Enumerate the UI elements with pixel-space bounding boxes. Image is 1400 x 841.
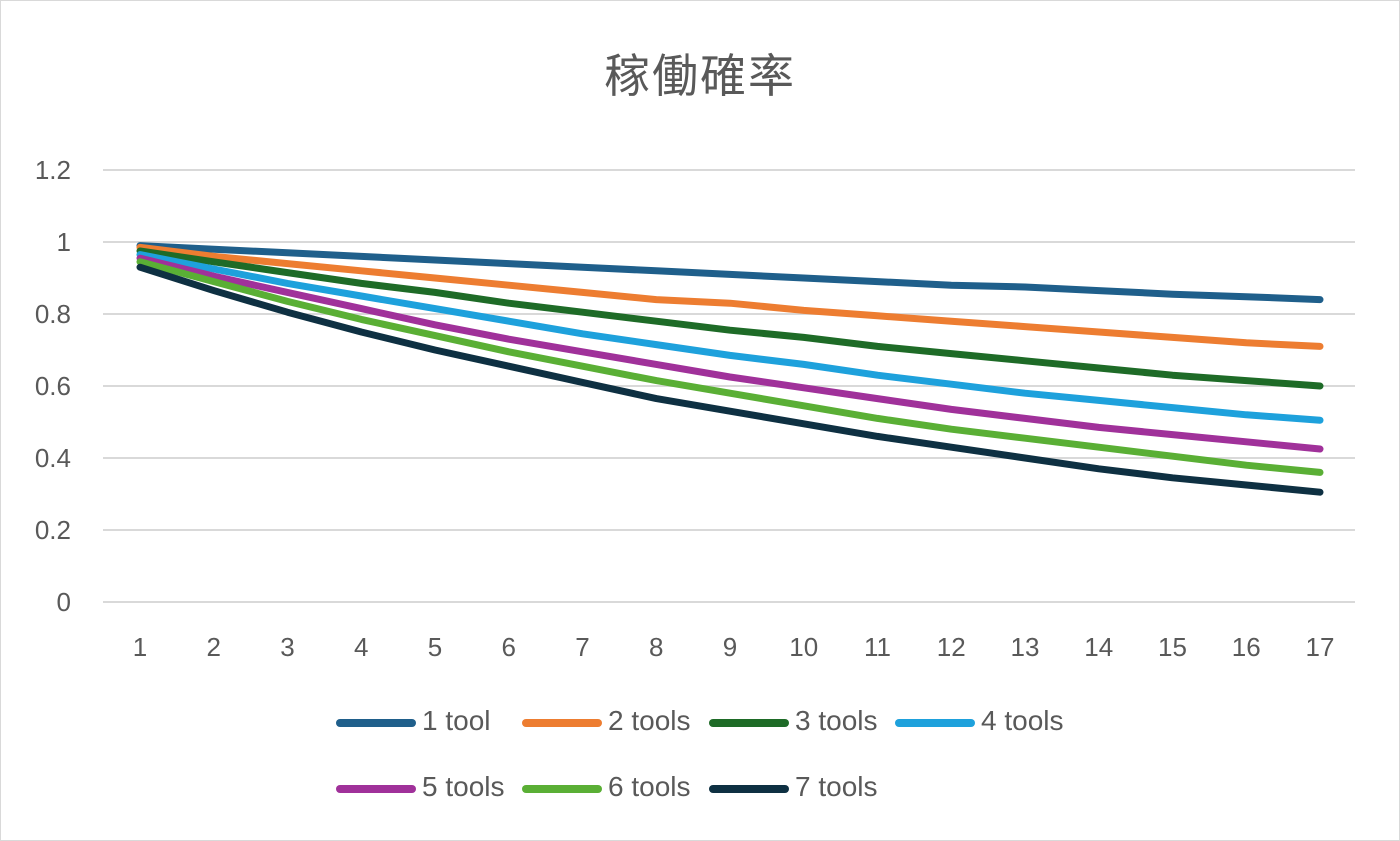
plot-area: 00.20.40.60.811.2 1 2 3 4 5 6 7 8 9 10 11 12 13 14 15 1…	[35, 155, 1355, 662]
legend-label: 5 tools	[422, 771, 505, 802]
y-tick-label: 1.2	[35, 155, 71, 185]
x-tick-label: 15	[1158, 632, 1187, 662]
y-tick-label: 1	[57, 227, 71, 257]
x-tick-label: 2	[207, 632, 221, 662]
x-tick-label: 3	[280, 632, 294, 662]
legend-row-1: 1 tool 2 tools 3 tools 4 tools	[0, 703, 1400, 743]
x-tick-label: 13	[1011, 632, 1040, 662]
series-line-6	[136, 258, 1324, 476]
x-tick-label: 16	[1232, 632, 1261, 662]
x-axis: 1 2 3 4 5 6 7 8 9 10 11 12 13 14 15 16 17	[133, 632, 1335, 662]
legend-swatch	[522, 719, 602, 727]
series-line-3	[136, 247, 1324, 390]
y-tick-label: 0.2	[35, 515, 71, 545]
x-tick-label: 17	[1306, 632, 1335, 662]
legend-label: 2 tools	[608, 705, 691, 736]
legend-swatch	[709, 719, 789, 727]
x-tick-label: 4	[354, 632, 368, 662]
y-tick-label: 0.4	[35, 443, 71, 473]
x-tick-label: 8	[649, 632, 663, 662]
y-tick-label: 0.6	[35, 371, 71, 401]
chart-title: 稼働確率	[604, 49, 796, 103]
legend-label: 7 tools	[795, 771, 878, 802]
x-tick-label: 1	[133, 632, 147, 662]
legend-swatch	[895, 719, 975, 727]
series-line-7	[136, 263, 1324, 496]
series-line-4	[136, 251, 1324, 424]
series-lines	[136, 242, 1324, 496]
y-tick-label: 0	[57, 587, 71, 617]
y-tick-label: 0.8	[35, 299, 71, 329]
y-axis: 0 0.2 0.4 0.6 0.8 1 1.2	[35, 155, 71, 617]
x-tick-label: 11	[864, 632, 891, 662]
x-tick-label: 6	[502, 632, 516, 662]
legend-label: 6 tools	[608, 771, 691, 802]
legend-swatch	[709, 785, 789, 793]
x-tick-label: 12	[937, 632, 966, 662]
legend-label: 3 tools	[795, 705, 878, 736]
legend-swatch	[522, 785, 602, 793]
x-tick-label: 5	[428, 632, 442, 662]
legend-swatch	[336, 785, 416, 793]
legend-label: 4 tools	[981, 705, 1064, 736]
x-tick-label: 14	[1084, 632, 1113, 662]
gridlines	[103, 169, 1355, 603]
x-tick-label: 10	[789, 632, 818, 662]
x-tick-label: 9	[723, 632, 737, 662]
series-line-2	[136, 243, 1324, 350]
legend-swatch	[336, 719, 416, 727]
x-tick-label: 7	[575, 632, 589, 662]
series-line-1	[136, 242, 1324, 304]
series-line-5	[136, 254, 1324, 453]
legend-label: 1 tool	[422, 705, 491, 736]
legend-row-2: 5 tools 6 tools 7 tools	[0, 769, 1400, 809]
